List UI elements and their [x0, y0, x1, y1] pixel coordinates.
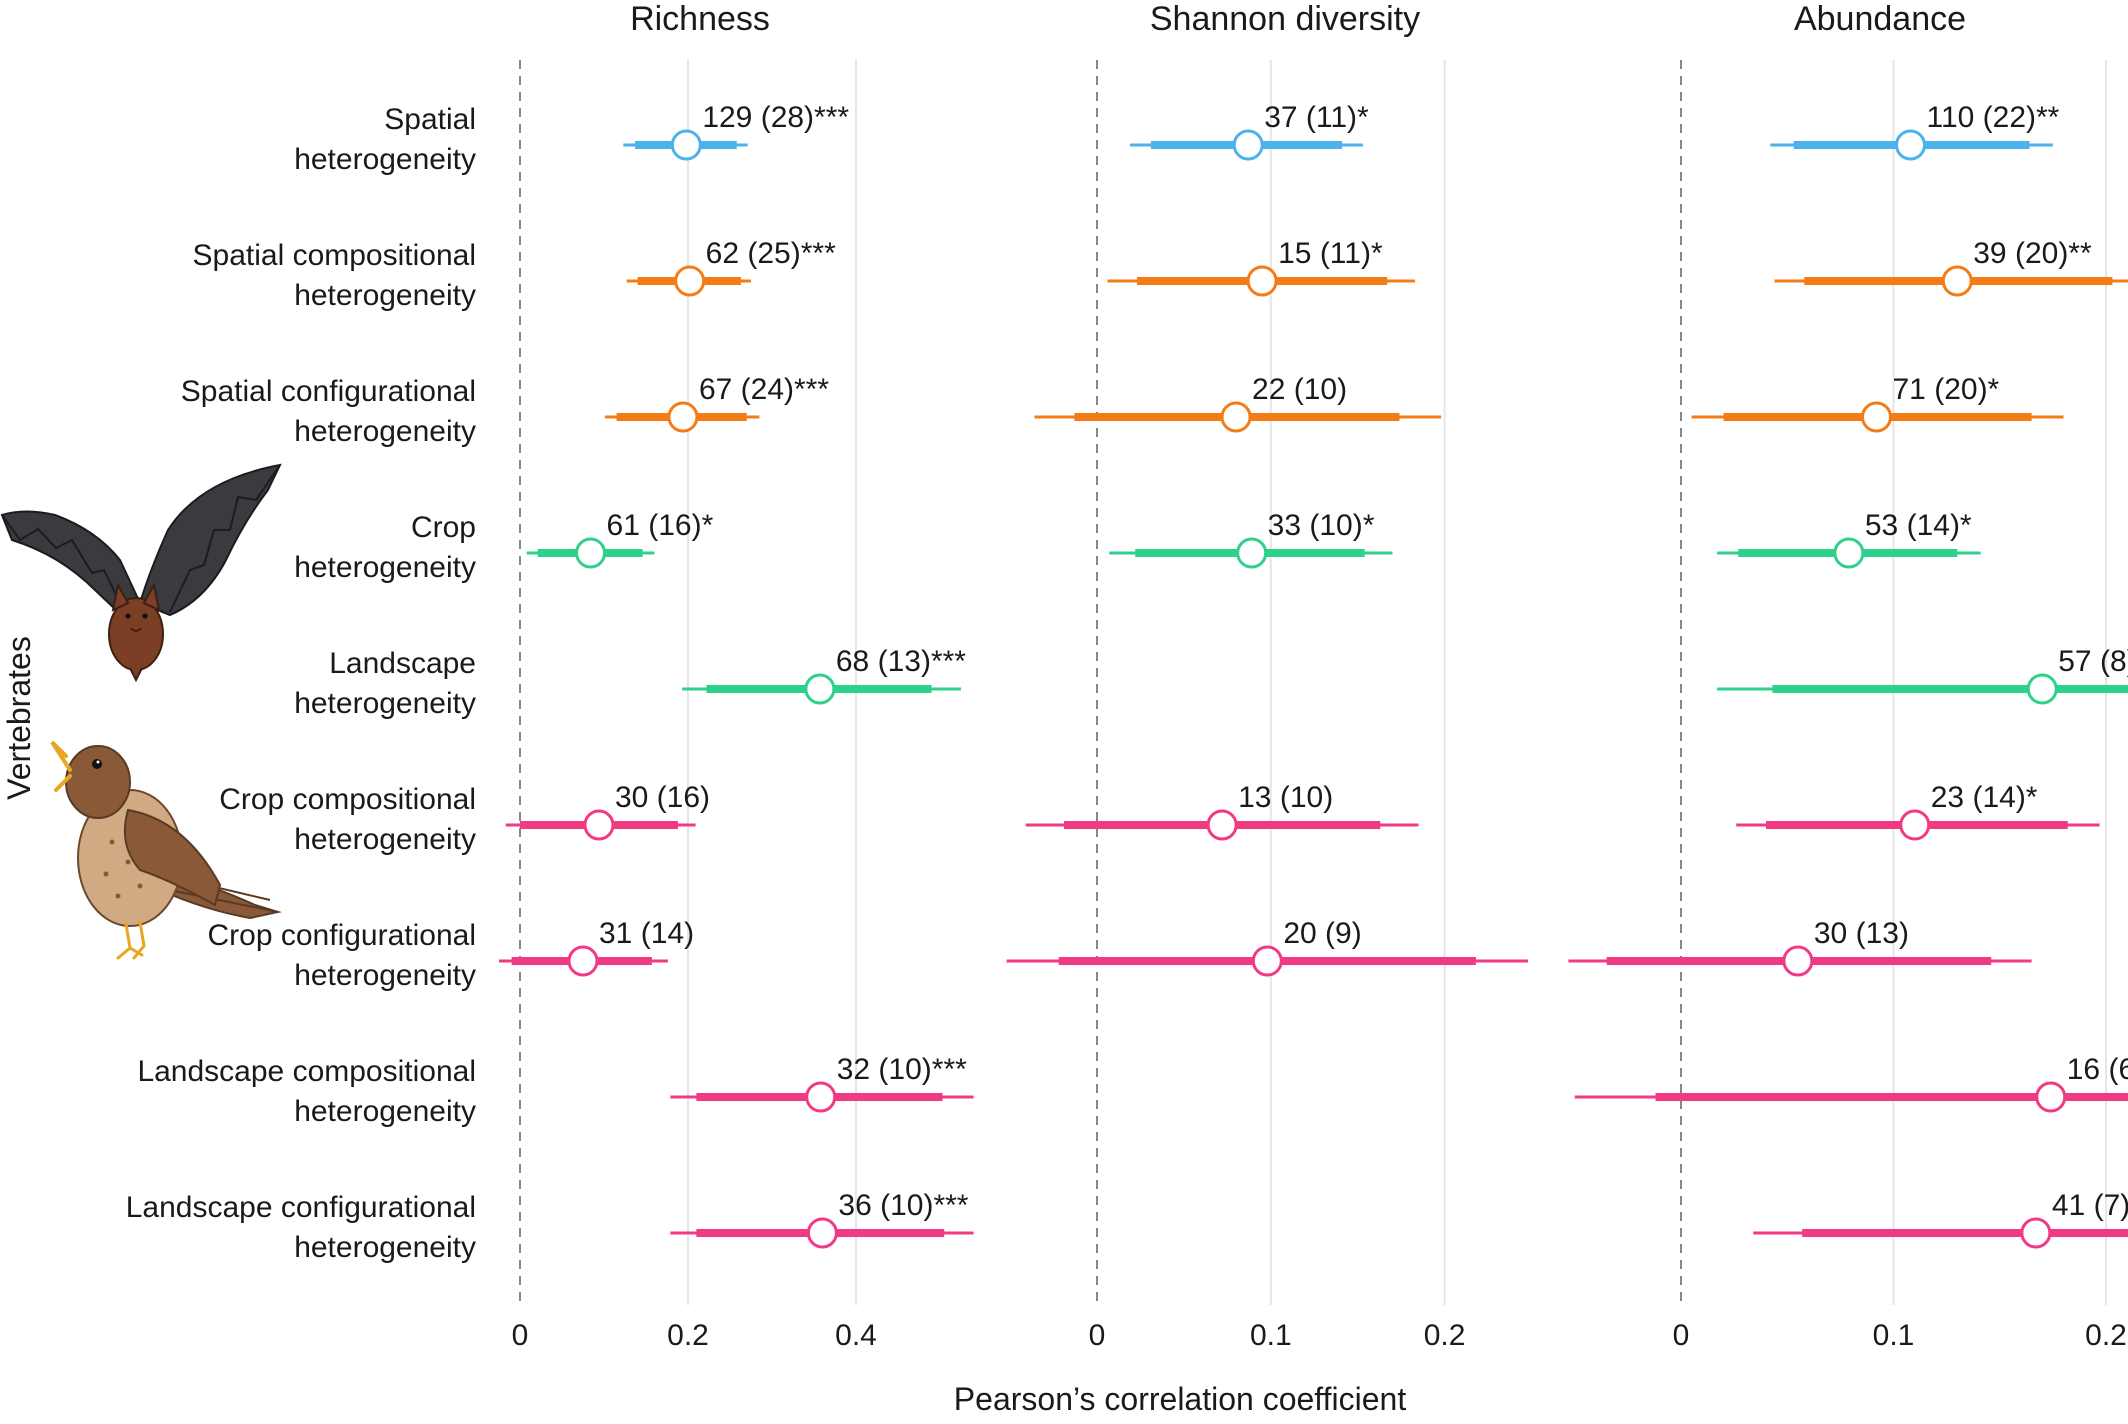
estimate-point: [805, 1081, 837, 1113]
estimate-point: [1251, 945, 1283, 977]
estimate-point: [1895, 129, 1926, 161]
panel-title: Abundance: [1794, 0, 1966, 38]
row-label: Spatial configurational: [181, 375, 476, 408]
bird-icon: [50, 740, 282, 960]
row-label: Crop: [411, 511, 476, 544]
row-label: heterogeneity: [294, 687, 476, 720]
estimate-point: [1899, 809, 1931, 841]
point-label: 39 (20)**: [1973, 237, 2092, 270]
point-label: 61 (16)*: [607, 509, 714, 542]
row-label: Landscape configurational: [126, 1191, 476, 1224]
estimate-point: [1206, 809, 1238, 841]
x-tick-label: 0.1: [1873, 1319, 1915, 1352]
estimate-point: [1246, 265, 1278, 297]
row-label: heterogeneity: [294, 1231, 476, 1264]
estimate-point: [583, 809, 615, 841]
point-label: 62 (25)***: [706, 237, 836, 270]
row-label: Spatial: [384, 103, 476, 136]
point-label: 30 (13): [1814, 917, 1909, 950]
x-tick-label: 0.2: [2085, 1319, 2127, 1352]
point-label: 31 (14): [599, 917, 694, 950]
row-label: heterogeneity: [294, 415, 476, 448]
x-tick-label: 0: [512, 1319, 529, 1352]
estimate-point: [804, 673, 836, 705]
x-tick-label: 0.1: [1250, 1319, 1292, 1352]
estimate-point: [1861, 401, 1892, 433]
estimate-point: [2035, 1081, 2067, 1113]
point-label: 13 (10): [1238, 781, 1333, 814]
point-label: 22 (10): [1252, 373, 1347, 406]
row-label: heterogeneity: [294, 823, 476, 856]
estimate-point: [1941, 265, 1973, 297]
estimate-point: [1833, 537, 1865, 569]
point-label: 15 (11)*: [1278, 237, 1383, 270]
panel-title: Richness: [630, 0, 770, 38]
point-label: 37 (11)*: [1264, 101, 1369, 134]
estimate-point: [806, 1217, 838, 1249]
point-label: 36 (10)***: [838, 1189, 968, 1222]
row-label: heterogeneity: [294, 279, 476, 312]
estimate-point: [1232, 129, 1264, 161]
estimate-point: [674, 265, 706, 297]
series-layer: [499, 129, 2128, 1249]
x-axis-label: Pearson’s correlation coefficient: [954, 1381, 1407, 1417]
bat-icon: [0, 463, 282, 683]
point-label: 71 (20)*: [1893, 373, 2000, 406]
estimate-point: [1782, 945, 1814, 977]
estimate-point: [667, 401, 699, 433]
estimate-point: [2026, 673, 2058, 705]
estimate-point: [2020, 1217, 2052, 1249]
x-tick-label: 0.4: [835, 1319, 877, 1352]
estimate-point: [567, 945, 599, 977]
row-label: heterogeneity: [294, 143, 476, 176]
y-group-label: Vertebrates: [1, 636, 37, 800]
x-tick-label: 0.2: [1424, 1319, 1466, 1352]
row-label: heterogeneity: [294, 959, 476, 992]
panel-title: Shannon diversity: [1150, 0, 1420, 38]
estimate-point: [1236, 537, 1268, 569]
x-tick-label: 0: [1089, 1319, 1106, 1352]
row-label: Landscape compositional: [137, 1055, 476, 1088]
row-label: Landscape: [329, 647, 476, 680]
point-label: 67 (24)***: [699, 373, 829, 406]
point-label: 129 (28)***: [702, 101, 849, 134]
row-label: Crop compositional: [219, 783, 476, 816]
row-label: Spatial compositional: [193, 239, 477, 272]
x-tick-label: 0.2: [667, 1319, 709, 1352]
point-label: 23 (14)*: [1931, 781, 2038, 814]
point-label: 110 (22)**: [1927, 101, 2060, 134]
point-label: 30 (16): [615, 781, 710, 814]
point-label: 53 (14)*: [1865, 509, 1972, 542]
point-label: 20 (9): [1283, 917, 1361, 950]
estimate-point: [1220, 401, 1252, 433]
row-label: Crop configurational: [208, 919, 477, 952]
point-label: 33 (10)*: [1268, 509, 1375, 542]
x-tick-label: 0: [1673, 1319, 1690, 1352]
point-label: 57 (8)**: [2058, 645, 2128, 678]
row-label: heterogeneity: [294, 1095, 476, 1128]
point-label: 68 (13)***: [836, 645, 966, 678]
point-label: 41 (7)*: [2052, 1189, 2128, 1222]
estimate-point: [575, 537, 607, 569]
point-label: 16 (6): [2067, 1053, 2128, 1086]
row-label: heterogeneity: [294, 551, 476, 584]
point-label: 32 (10)***: [837, 1053, 967, 1086]
estimate-point: [670, 129, 702, 161]
